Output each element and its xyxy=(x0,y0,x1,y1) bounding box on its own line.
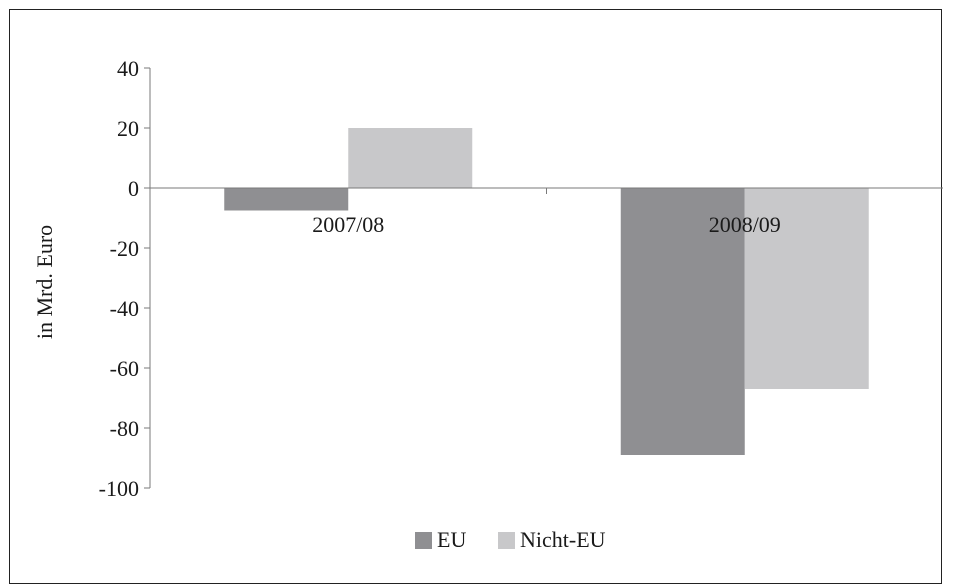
y-tick-label: 20 xyxy=(117,116,139,141)
bar-eu-0 xyxy=(224,188,349,211)
legend-swatch-nicht-eu xyxy=(498,532,515,549)
y-tick-label: -100 xyxy=(99,476,139,501)
y-tick-label: -60 xyxy=(110,356,139,381)
legend-label: Nicht-EU xyxy=(520,527,606,552)
y-tick-label: 40 xyxy=(117,56,139,81)
bar-chart: 40 20 0 -20 -40 -60 -80 -100 2007/08 2008/09 in … xyxy=(32,56,943,552)
bar-eu-1 xyxy=(620,188,745,455)
y-axis: 40 20 0 -20 -40 -60 -80 -100 xyxy=(99,56,151,501)
bar-nicht-eu-0 xyxy=(348,128,473,188)
y-tick-label: -20 xyxy=(110,236,139,261)
legend-label: EU xyxy=(437,527,466,552)
x-category-label: 2007/08 xyxy=(312,212,384,237)
y-axis-title: in Mrd. Euro xyxy=(32,225,57,339)
y-tick-label: 0 xyxy=(128,176,139,201)
bar-nicht-eu-1 xyxy=(744,188,869,389)
x-category-label: 2008/09 xyxy=(709,212,781,237)
y-tick-label: -80 xyxy=(110,416,139,441)
bars xyxy=(224,128,869,455)
legend: EU Nicht-EU xyxy=(415,527,606,552)
x-axis: 2007/08 2008/09 xyxy=(150,187,943,237)
y-tick-label: -40 xyxy=(110,296,139,321)
legend-swatch-eu xyxy=(415,532,432,549)
